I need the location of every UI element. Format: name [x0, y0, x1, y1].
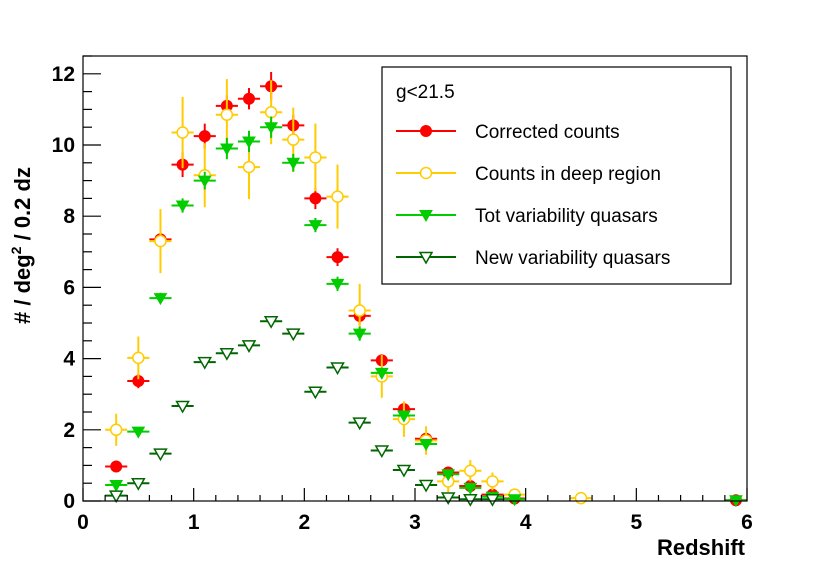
data-point: [331, 251, 344, 264]
data-point: [308, 386, 323, 400]
data-point: [507, 494, 522, 507]
data-point: [352, 328, 367, 341]
data-point: [374, 445, 390, 458]
data-point: [287, 133, 300, 146]
y-tick-label: 6: [63, 276, 75, 299]
data-point: [220, 143, 234, 156]
x-tick-label: 3: [409, 511, 421, 534]
data-point: [285, 328, 301, 342]
x-tick-label: 1: [188, 511, 200, 534]
data-point: [109, 479, 124, 492]
data-point: [331, 190, 344, 203]
data-point: [175, 200, 190, 213]
legend-marker: [420, 125, 432, 137]
data-point: [108, 490, 124, 504]
data-point: [330, 278, 345, 291]
y-tick-label: 10: [52, 134, 75, 157]
data-point: [132, 351, 145, 365]
data-point: [219, 348, 235, 361]
data-point: [175, 400, 190, 414]
data-point: [286, 157, 301, 170]
data-point: [309, 192, 322, 205]
legend-entries: Corrected counts Counts in deep region Tot…: [396, 122, 670, 269]
data-point: [464, 464, 477, 477]
data-point: [242, 160, 256, 174]
series-new-variability-quasars: [105, 315, 504, 507]
y-axis-title-suffix: / 0.2 dz: [10, 167, 35, 246]
legend-marker: [419, 166, 433, 180]
data-point: [220, 108, 234, 121]
data-point: [353, 304, 366, 317]
data-point: [330, 362, 345, 376]
data-point: [264, 122, 278, 135]
y-axis-title-main: # / deg: [10, 254, 35, 324]
data-point: [176, 126, 189, 139]
data-point: [153, 293, 168, 306]
legend: g<21.5 Corrected counts Counts in deep re…: [381, 66, 732, 285]
data-point: [197, 175, 212, 188]
legend-label: New variability quasars: [475, 248, 670, 269]
data-point: [197, 356, 213, 370]
y-tick-label: 12: [52, 63, 75, 86]
data-point: [153, 448, 168, 462]
data-point: [397, 410, 411, 423]
legend-label: Corrected counts: [475, 122, 620, 143]
y-axis-title: # / deg2 / 0.2 dz: [8, 167, 35, 324]
data-point: [110, 460, 123, 473]
legend-box: [381, 66, 732, 285]
data-point: [264, 105, 278, 119]
data-point: [242, 136, 256, 149]
data-point: [485, 493, 500, 507]
y-tick-label: 4: [63, 348, 75, 371]
data-point: [374, 367, 389, 380]
data-marks: [105, 72, 747, 508]
data-point: [463, 493, 478, 507]
legend-entry-counts-in-deep-region: Counts in deep region: [396, 164, 661, 185]
data-point: [440, 492, 456, 505]
series-tot-variability-quasars: [105, 116, 747, 508]
data-point: [574, 491, 588, 505]
x-axis-title: Redshift: [657, 535, 746, 560]
x-tick-label: 0: [77, 511, 89, 534]
y-tick-label: 0: [63, 490, 75, 513]
data-point: [419, 439, 433, 452]
data-point: [486, 475, 499, 488]
legend-entry-new-variability-quasars: New variability quasars: [396, 248, 670, 269]
y-tick-label: 8: [63, 205, 75, 228]
data-point: [154, 234, 167, 248]
x-tick-label: 2: [298, 511, 310, 534]
data-point: [243, 92, 255, 105]
data-point: [308, 220, 323, 233]
data-point: [241, 340, 257, 353]
x-tick-label: 4: [520, 511, 532, 534]
x-tick-label: 5: [630, 511, 642, 534]
x-tick-label: 6: [741, 511, 753, 534]
data-point: [109, 423, 123, 437]
legend-entry-tot-variability-quasars: Tot variability quasars: [396, 206, 658, 227]
data-point: [263, 315, 279, 329]
data-point: [309, 151, 322, 164]
legend-marker: [419, 210, 433, 223]
legend-entry-corrected-counts: Corrected counts: [396, 122, 620, 143]
data-point: [198, 130, 211, 143]
data-point: [131, 426, 146, 439]
data-point: [131, 477, 146, 491]
data-point: [463, 482, 478, 495]
data-point: [441, 469, 456, 482]
legend-label: Tot variability quasars: [475, 206, 658, 227]
data-point: [396, 464, 412, 478]
legend-marker: [418, 251, 434, 265]
legend-header: g<21.5: [396, 82, 455, 103]
legend-label: Counts in deep region: [475, 164, 661, 185]
y-axis-title-superscript: 2: [8, 246, 24, 254]
y-tick-label: 2: [63, 419, 75, 442]
data-point: [352, 417, 367, 431]
data-point: [418, 479, 434, 493]
